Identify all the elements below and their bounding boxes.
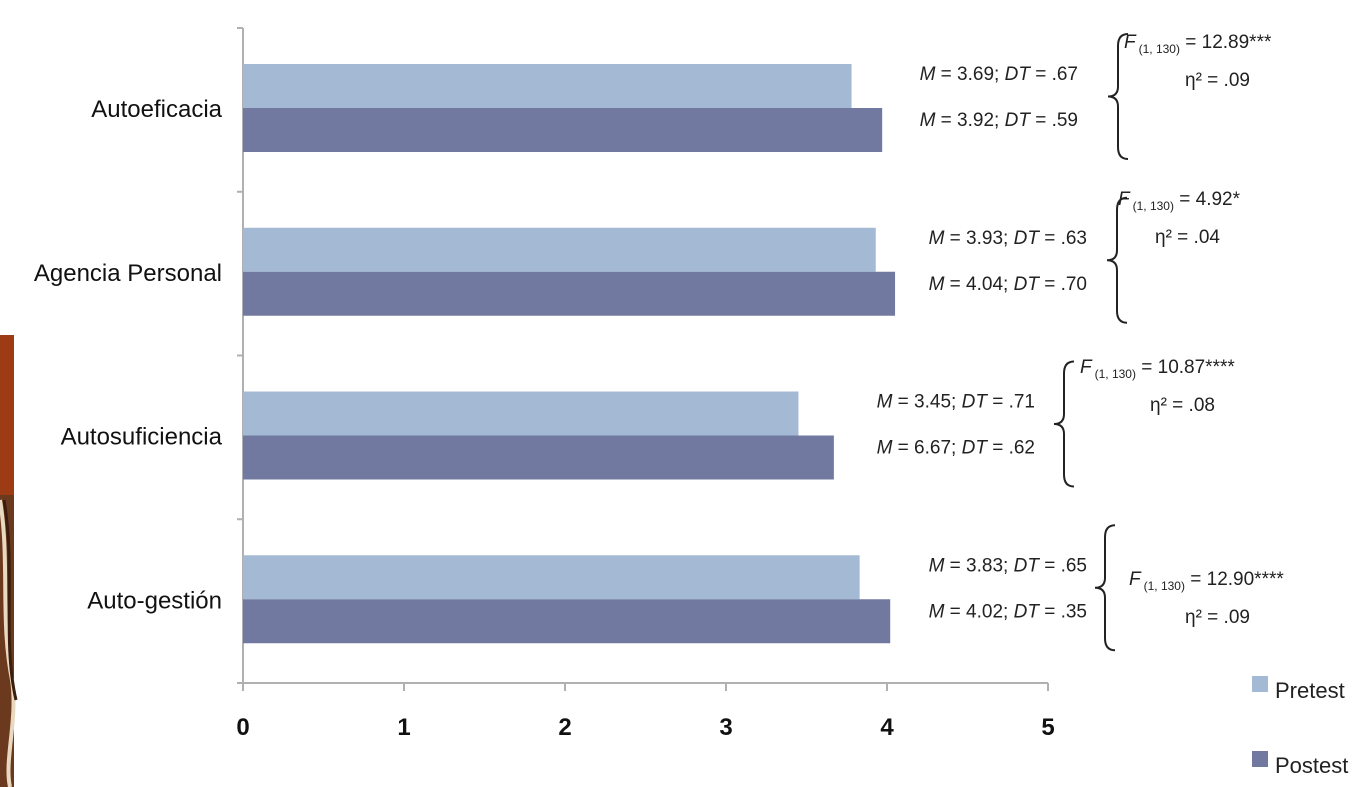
f-statistic: F (1, 130) = 4.92* bbox=[1118, 189, 1241, 213]
stat-line: M = 6.67; DT = .62 bbox=[877, 438, 1035, 459]
x-tick-label: 0 bbox=[236, 714, 249, 741]
x-tick-label: 3 bbox=[719, 714, 732, 741]
stat-line: M = 3.45; DT = .71 bbox=[877, 392, 1035, 413]
eta-squared: η² = .04 bbox=[1155, 227, 1220, 248]
curly-brace bbox=[1053, 360, 1075, 488]
f-statistic: F (1, 130) = 10.87**** bbox=[1080, 357, 1235, 381]
curly-brace bbox=[1106, 196, 1128, 324]
stat-line: M = 3.92; DT = .59 bbox=[920, 110, 1078, 131]
legend: Pretest Postest bbox=[1252, 676, 1348, 778]
curly-brace bbox=[1107, 33, 1129, 160]
f-statistic: F (1, 130) = 12.89*** bbox=[1124, 32, 1272, 56]
x-tick-labels: 0 1 2 3 4 5 bbox=[236, 714, 1054, 741]
annotation-group: M = 3.69; DT = .67 M = 3.92; DT = .59 F (1,… bbox=[920, 32, 1272, 160]
x-tick-label: 5 bbox=[1041, 714, 1054, 741]
stat-line: M = 3.93; DT = .63 bbox=[929, 228, 1087, 249]
curly-brace bbox=[1094, 524, 1116, 652]
chart-bars bbox=[243, 64, 896, 644]
annotation-group: M = 3.83; DT = .65 M = 4.02; DT = .35 F (1,… bbox=[929, 524, 1284, 652]
slide-edge-decoration bbox=[0, 335, 18, 787]
x-tick-label: 2 bbox=[558, 714, 571, 741]
category-label: Autoeficacia bbox=[91, 96, 222, 123]
legend-label: Postest bbox=[1275, 753, 1348, 778]
category-labels: Autoeficacia Agencia Personal Autosuficien… bbox=[34, 96, 223, 614]
x-tick-label: 4 bbox=[880, 714, 894, 741]
bar-pretest bbox=[243, 555, 860, 600]
stat-annotations: M = 3.69; DT = .67 M = 3.92; DT = .59 F (1,… bbox=[877, 32, 1284, 652]
category-label: Autosuficiencia bbox=[61, 424, 223, 451]
stat-line: M = 4.04; DT = .70 bbox=[929, 274, 1087, 295]
annotation-group: M = 3.45; DT = .71 M = 6.67; DT = .62 F (1,… bbox=[877, 357, 1235, 488]
bar-pretest bbox=[243, 391, 799, 436]
legend-label: Pretest bbox=[1275, 678, 1345, 703]
f-statistic: F (1, 130) = 12.90**** bbox=[1129, 569, 1284, 593]
bar-pretest bbox=[243, 227, 876, 272]
eta-squared: η² = .09 bbox=[1185, 607, 1250, 628]
x-tick-label: 1 bbox=[397, 714, 410, 741]
legend-swatch-pretest bbox=[1252, 676, 1268, 692]
legend-swatch-postest bbox=[1252, 751, 1268, 767]
stat-line: M = 3.83; DT = .65 bbox=[929, 555, 1087, 576]
stat-line: M = 3.69; DT = .67 bbox=[920, 64, 1078, 85]
bar-postest bbox=[243, 108, 883, 152]
stat-line: M = 4.02; DT = .35 bbox=[929, 601, 1087, 622]
category-label: Auto-gestión bbox=[87, 587, 222, 614]
eta-squared: η² = .09 bbox=[1185, 70, 1250, 91]
bar-pretest bbox=[243, 64, 852, 108]
annotation-group: M = 3.93; DT = .63 M = 4.04; DT = .70 F (1,… bbox=[929, 189, 1241, 324]
bar-postest bbox=[243, 599, 891, 644]
bar-postest bbox=[243, 271, 896, 316]
bar-postest bbox=[243, 435, 834, 480]
eta-squared: η² = .08 bbox=[1150, 395, 1215, 416]
category-label: Agencia Personal bbox=[34, 260, 222, 287]
